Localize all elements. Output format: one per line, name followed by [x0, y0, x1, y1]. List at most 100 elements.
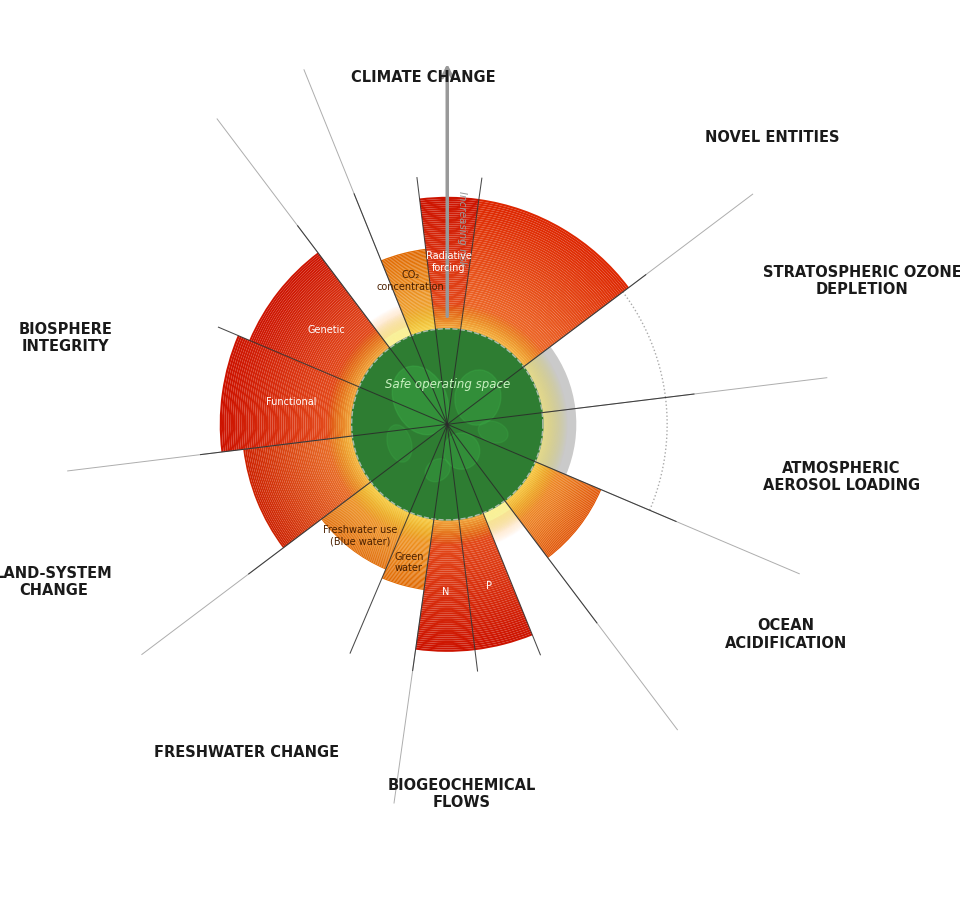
- Wedge shape: [477, 212, 618, 296]
- Wedge shape: [245, 448, 286, 547]
- Wedge shape: [396, 545, 429, 554]
- Wedge shape: [325, 377, 337, 439]
- Wedge shape: [393, 552, 428, 563]
- Wedge shape: [429, 278, 468, 282]
- Wedge shape: [289, 444, 322, 520]
- Wedge shape: [328, 513, 390, 561]
- Wedge shape: [364, 487, 407, 521]
- Wedge shape: [332, 324, 372, 376]
- Wedge shape: [347, 323, 548, 525]
- Wedge shape: [383, 255, 426, 266]
- Wedge shape: [464, 550, 498, 561]
- Wedge shape: [340, 317, 555, 532]
- Wedge shape: [391, 557, 427, 569]
- Wedge shape: [349, 327, 545, 522]
- Wedge shape: [370, 483, 410, 515]
- Wedge shape: [542, 486, 593, 551]
- Wedge shape: [281, 445, 315, 525]
- Wedge shape: [464, 305, 543, 353]
- Wedge shape: [314, 440, 342, 505]
- Wedge shape: [224, 337, 244, 451]
- Wedge shape: [429, 552, 463, 555]
- Wedge shape: [516, 469, 554, 517]
- Wedge shape: [421, 215, 476, 218]
- Wedge shape: [411, 327, 436, 334]
- Wedge shape: [463, 310, 540, 356]
- Wedge shape: [428, 265, 469, 269]
- Wedge shape: [420, 203, 478, 207]
- Wedge shape: [297, 294, 350, 361]
- Wedge shape: [343, 333, 380, 381]
- Wedge shape: [334, 509, 392, 555]
- Wedge shape: [428, 561, 465, 564]
- Wedge shape: [403, 526, 432, 535]
- Wedge shape: [430, 545, 463, 548]
- Wedge shape: [259, 351, 276, 448]
- Wedge shape: [409, 323, 435, 331]
- Wedge shape: [427, 258, 470, 262]
- Wedge shape: [320, 297, 575, 552]
- Wedge shape: [431, 292, 466, 294]
- Wedge shape: [433, 524, 460, 526]
- Wedge shape: [510, 465, 544, 508]
- Wedge shape: [434, 311, 463, 314]
- Wedge shape: [335, 313, 559, 536]
- Wedge shape: [256, 448, 295, 540]
- Wedge shape: [275, 357, 291, 446]
- Wedge shape: [425, 241, 472, 245]
- Wedge shape: [321, 375, 333, 439]
- Wedge shape: [252, 255, 322, 342]
- Wedge shape: [417, 643, 474, 648]
- Wedge shape: [387, 565, 426, 577]
- Wedge shape: [342, 319, 553, 530]
- Wedge shape: [417, 641, 474, 645]
- Wedge shape: [424, 583, 467, 586]
- Wedge shape: [471, 607, 522, 622]
- Wedge shape: [333, 325, 374, 377]
- Wedge shape: [268, 268, 331, 349]
- Wedge shape: [339, 331, 377, 380]
- Wedge shape: [513, 467, 548, 512]
- Wedge shape: [345, 437, 367, 487]
- Wedge shape: [392, 554, 427, 565]
- Wedge shape: [366, 485, 408, 518]
- Wedge shape: [521, 472, 562, 524]
- Wedge shape: [425, 578, 467, 582]
- Wedge shape: [351, 328, 543, 521]
- Wedge shape: [476, 214, 616, 298]
- Wedge shape: [421, 604, 469, 608]
- Wedge shape: [416, 648, 475, 651]
- Wedge shape: [505, 462, 537, 502]
- Wedge shape: [422, 223, 475, 227]
- Wedge shape: [544, 487, 597, 554]
- Wedge shape: [349, 386, 359, 436]
- Wedge shape: [351, 496, 400, 535]
- Wedge shape: [292, 364, 306, 443]
- Wedge shape: [324, 439, 348, 499]
- Wedge shape: [347, 323, 548, 525]
- Wedge shape: [429, 276, 468, 280]
- Wedge shape: [335, 327, 375, 378]
- Wedge shape: [326, 319, 370, 374]
- Text: Green
water: Green water: [395, 552, 423, 573]
- Wedge shape: [271, 355, 286, 446]
- Wedge shape: [462, 321, 531, 362]
- Wedge shape: [342, 503, 396, 545]
- Wedge shape: [473, 625, 529, 641]
- Text: ATMOSPHERIC
AEROSOL LOADING: ATMOSPHERIC AEROSOL LOADING: [763, 460, 920, 493]
- Wedge shape: [341, 318, 554, 531]
- Text: LAND-SYSTEM
CHANGE: LAND-SYSTEM CHANGE: [0, 566, 112, 598]
- Wedge shape: [342, 319, 553, 530]
- Wedge shape: [273, 274, 335, 352]
- Wedge shape: [425, 575, 467, 579]
- Wedge shape: [330, 307, 564, 541]
- Wedge shape: [329, 513, 390, 560]
- Wedge shape: [469, 591, 516, 604]
- Wedge shape: [345, 501, 397, 543]
- Wedge shape: [348, 498, 399, 538]
- Wedge shape: [254, 448, 294, 542]
- Wedge shape: [326, 304, 568, 545]
- Wedge shape: [425, 247, 472, 251]
- Wedge shape: [327, 515, 389, 563]
- Wedge shape: [406, 521, 433, 530]
